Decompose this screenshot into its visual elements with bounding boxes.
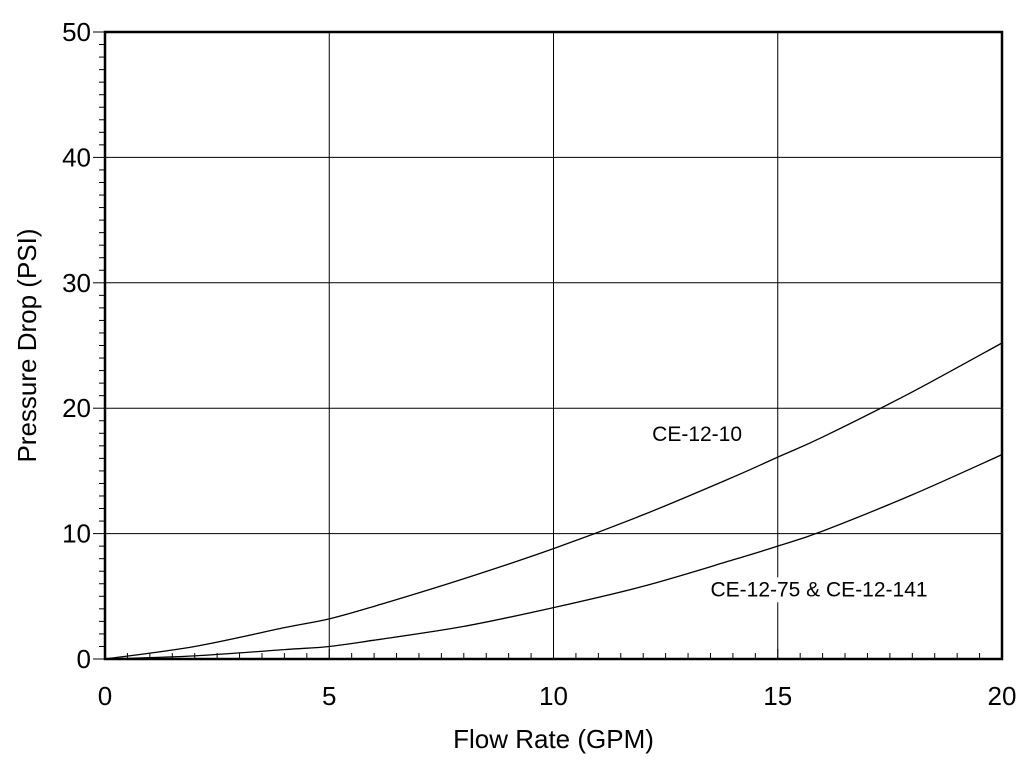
x-tick-label: 5 <box>322 681 336 711</box>
plot-frame <box>103 30 1004 661</box>
series-line-2 <box>104 454 1003 660</box>
y-tick-labels: 0 10 20 30 40 50 <box>62 17 91 674</box>
annotation-background <box>649 421 746 447</box>
y-tick-label: 0 <box>77 644 91 674</box>
series-line-1 <box>104 342 1003 660</box>
x-axis-title: Flow Rate (GPM) <box>453 724 654 754</box>
y-tick-label: 20 <box>62 393 91 423</box>
x-tick-label: 15 <box>763 681 792 711</box>
x-tick-label: 0 <box>98 681 112 711</box>
x-tick-label: 10 <box>539 681 568 711</box>
x-tick-labels: 0 5 10 15 20 <box>98 681 1017 711</box>
y-tick-label: 50 <box>62 17 91 47</box>
y-tick-label: 10 <box>62 519 91 549</box>
minor-ticks <box>93 31 1003 660</box>
y-tick-label: 40 <box>62 142 91 172</box>
annotations: CE-12-10 CE-12-75 & CE-12-141 <box>649 421 931 603</box>
series-annotation-1: CE-12-10 <box>652 423 742 446</box>
x-tick-label: 20 <box>988 681 1017 711</box>
series-lines <box>104 342 1003 660</box>
y-tick-label: 30 <box>62 268 91 298</box>
series-annotation-2: CE-12-75 & CE-12-141 <box>710 578 927 601</box>
annotation-background <box>707 577 931 603</box>
y-axis-title: Pressure Drop (PSI) <box>12 228 42 462</box>
grid <box>104 31 1003 660</box>
